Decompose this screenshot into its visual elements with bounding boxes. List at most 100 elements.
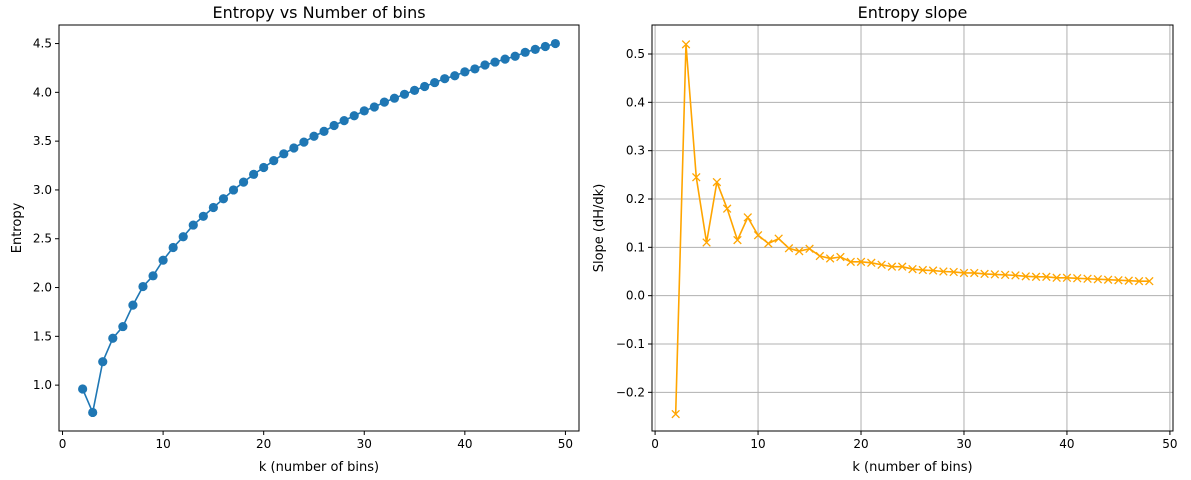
entropy-data-point [299, 137, 309, 147]
slope-data-point-stroke [671, 409, 680, 419]
slope-data-point-stroke [846, 257, 855, 267]
slope-data-point [897, 262, 907, 271]
slope-data-point [939, 267, 948, 276]
entropy-data-point [88, 407, 98, 418]
entropy-y-tick-label: 3.5 [33, 134, 52, 148]
entropy-data-point [188, 220, 198, 230]
slope-data-point-stroke [1093, 274, 1103, 284]
entropy-data-point [500, 54, 510, 64]
slope-data-point [1134, 276, 1144, 286]
entropy-series-line [81, 42, 556, 414]
entropy-data-point [148, 271, 158, 281]
entropy-x-tick-label: 10 [155, 437, 170, 451]
slope-data-point-stroke [836, 252, 845, 262]
slope-data-point-stroke [1134, 276, 1144, 286]
slope-data-point-stroke [1103, 275, 1113, 284]
slope-data-point [1145, 276, 1154, 286]
slope-data-point [959, 268, 969, 278]
slope-data-point [1072, 274, 1082, 283]
entropy-y-tick-label: 4.5 [33, 37, 52, 51]
slope-data-point-stroke [856, 257, 866, 267]
slope-data-point-stroke [867, 258, 876, 268]
slope-y-tick-label: 0.1 [626, 240, 645, 254]
entropy-data-point [389, 93, 400, 103]
slope-data-point-stroke [949, 267, 958, 277]
entropy-data-point [289, 143, 299, 153]
slope-y-tick-label: 0.3 [626, 144, 645, 158]
entropy-y-tick-label: 3.0 [33, 183, 52, 197]
entropy-data-point [78, 384, 88, 394]
slope-x-tick-label: 20 [853, 437, 868, 451]
slope-data-point [1114, 275, 1123, 285]
entropy-data-point [460, 67, 470, 77]
slope-data-point [1021, 272, 1031, 281]
slope-data-point-stroke [815, 251, 825, 261]
slope-data-point-stroke [1052, 273, 1061, 283]
slope-y-tick-label: 0.4 [626, 95, 645, 109]
slope-data-point [1052, 273, 1061, 283]
slope-x-tick-label: 50 [1162, 437, 1177, 451]
entropy-data-point [168, 242, 178, 253]
entropy-data-point [228, 185, 239, 195]
slope-data-point-stroke [1000, 270, 1010, 280]
slope-data-point-stroke [877, 260, 886, 269]
slope-data-point [671, 409, 680, 419]
entropy-data-point [118, 321, 128, 332]
slope-data-point-stroke [753, 230, 763, 240]
slope-data-point [1042, 272, 1051, 282]
slope-data-point-stroke [959, 268, 969, 278]
entropy-data-point [530, 44, 540, 54]
slope-data-point [743, 213, 753, 222]
slope-data-point-stroke [774, 234, 783, 243]
slope-data-point [1031, 272, 1041, 282]
slope-data-point [928, 266, 938, 275]
entropy-x-tick-label: 50 [558, 437, 573, 451]
slope-data-point [753, 230, 763, 240]
slope-data-point [867, 258, 876, 268]
entropy-data-point [550, 38, 560, 49]
slope-data-point-stroke [825, 254, 835, 263]
entropy-data-point [238, 177, 249, 187]
entropy-data-point [430, 77, 440, 88]
entropy-data-point [420, 81, 430, 92]
entropy-y-tick-label: 2.5 [33, 232, 52, 246]
entropy-data-point [490, 57, 500, 67]
slope-y-axis-label: Slope (dH/dk) [592, 184, 607, 273]
slope-data-point [692, 172, 701, 182]
slope-x-tick-label: 30 [956, 437, 971, 451]
slope-data-point [949, 267, 958, 277]
slope-data-point-stroke [733, 235, 742, 245]
slope-data-point [1011, 271, 1020, 280]
slope-y-tick-label: 0.0 [626, 289, 645, 303]
entropy-data-point [128, 300, 138, 310]
entropy-data-point [208, 202, 218, 213]
entropy-data-point [369, 102, 379, 112]
slope-data-point [815, 251, 825, 261]
slope-data-point [836, 252, 845, 262]
slope-data-point-stroke [887, 262, 897, 271]
entropy-data-point [470, 64, 480, 74]
slope-data-point-stroke [970, 268, 979, 278]
slope-data-point [774, 234, 783, 243]
slope-y-tick-label: −0.2 [616, 385, 645, 399]
slope-data-point-stroke [1021, 272, 1031, 281]
entropy-data-point [158, 255, 168, 265]
slope-data-point [877, 260, 886, 269]
slope-data-point-stroke [1083, 274, 1092, 284]
slope-data-point-stroke [784, 244, 794, 253]
slope-data-point [1093, 274, 1103, 284]
slope-y-tick-label: 0.2 [626, 192, 645, 206]
entropy-data-point [259, 162, 269, 173]
slope-data-point [1062, 273, 1072, 283]
entropy-data-point [399, 89, 410, 99]
slope-data-point-stroke [764, 239, 773, 248]
slope-y-tick-label: −0.1 [616, 337, 645, 351]
slope-data-point-stroke [980, 269, 989, 279]
slope-data-point [712, 177, 722, 187]
entropy-data-point [218, 194, 229, 204]
slope-data-point-stroke [1062, 273, 1072, 283]
slope-x-axis-label: k (number of bins) [852, 460, 972, 475]
entropy-data-point [198, 211, 208, 221]
entropy-data-point [440, 74, 450, 84]
